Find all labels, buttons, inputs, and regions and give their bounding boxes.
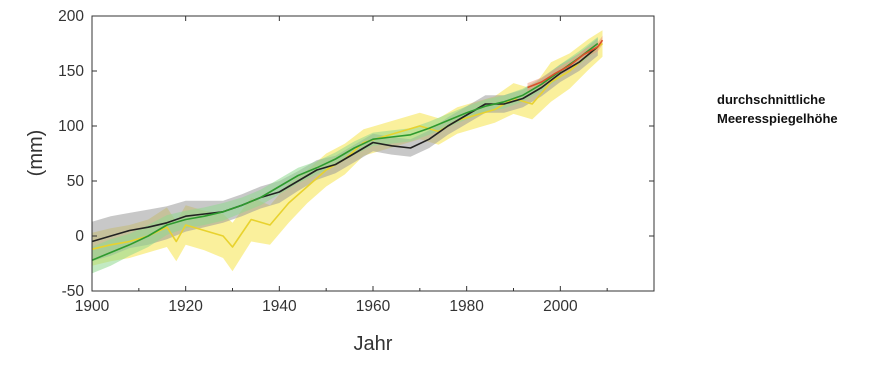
series-3-band [92, 36, 598, 274]
y-tick-label-1: 150 [58, 63, 84, 80]
series-lines [91, 39, 604, 261]
x-tick-label-3: 1960 [356, 298, 391, 315]
series-4-line [527, 39, 604, 89]
y-tick-label-2: 100 [58, 118, 84, 135]
y-tick-label-0: 200 [58, 8, 84, 25]
series-3-line [91, 42, 599, 261]
x-tick-label-5: 2000 [543, 298, 578, 315]
series-4-band [527, 35, 603, 92]
x-tick-label-1: 1920 [168, 298, 203, 315]
uncertainty-bands [92, 30, 603, 274]
x-tick-label-2: 1940 [262, 298, 297, 315]
y-tick-label-3: 50 [67, 173, 85, 190]
x-tick-label-4: 1980 [449, 298, 484, 315]
x-tick-label-0: 1900 [75, 298, 110, 315]
annotation-line-1: durchschnittliche [717, 92, 826, 107]
x-axis: 1900 1920 1940 1960 1980 2000 [75, 16, 608, 315]
y-tick-label-5: -50 [62, 283, 85, 300]
series-2-line [91, 46, 599, 243]
y-axis: 200 150 100 50 0 -50 [58, 8, 654, 300]
sea-level-chart: 1900 1920 1940 1960 1980 2000 200 150 100 50 0 -50… [25, 8, 655, 355]
chart-annotation: durchschnittliche Meeresspiegelhöhe [717, 90, 887, 128]
y-tick-label-4: 0 [75, 228, 84, 245]
annotation-line-2: Meeresspiegelhöhe [717, 111, 838, 126]
x-axis-title: Jahr [354, 333, 393, 355]
y-axis-title: (mm) [25, 130, 47, 177]
